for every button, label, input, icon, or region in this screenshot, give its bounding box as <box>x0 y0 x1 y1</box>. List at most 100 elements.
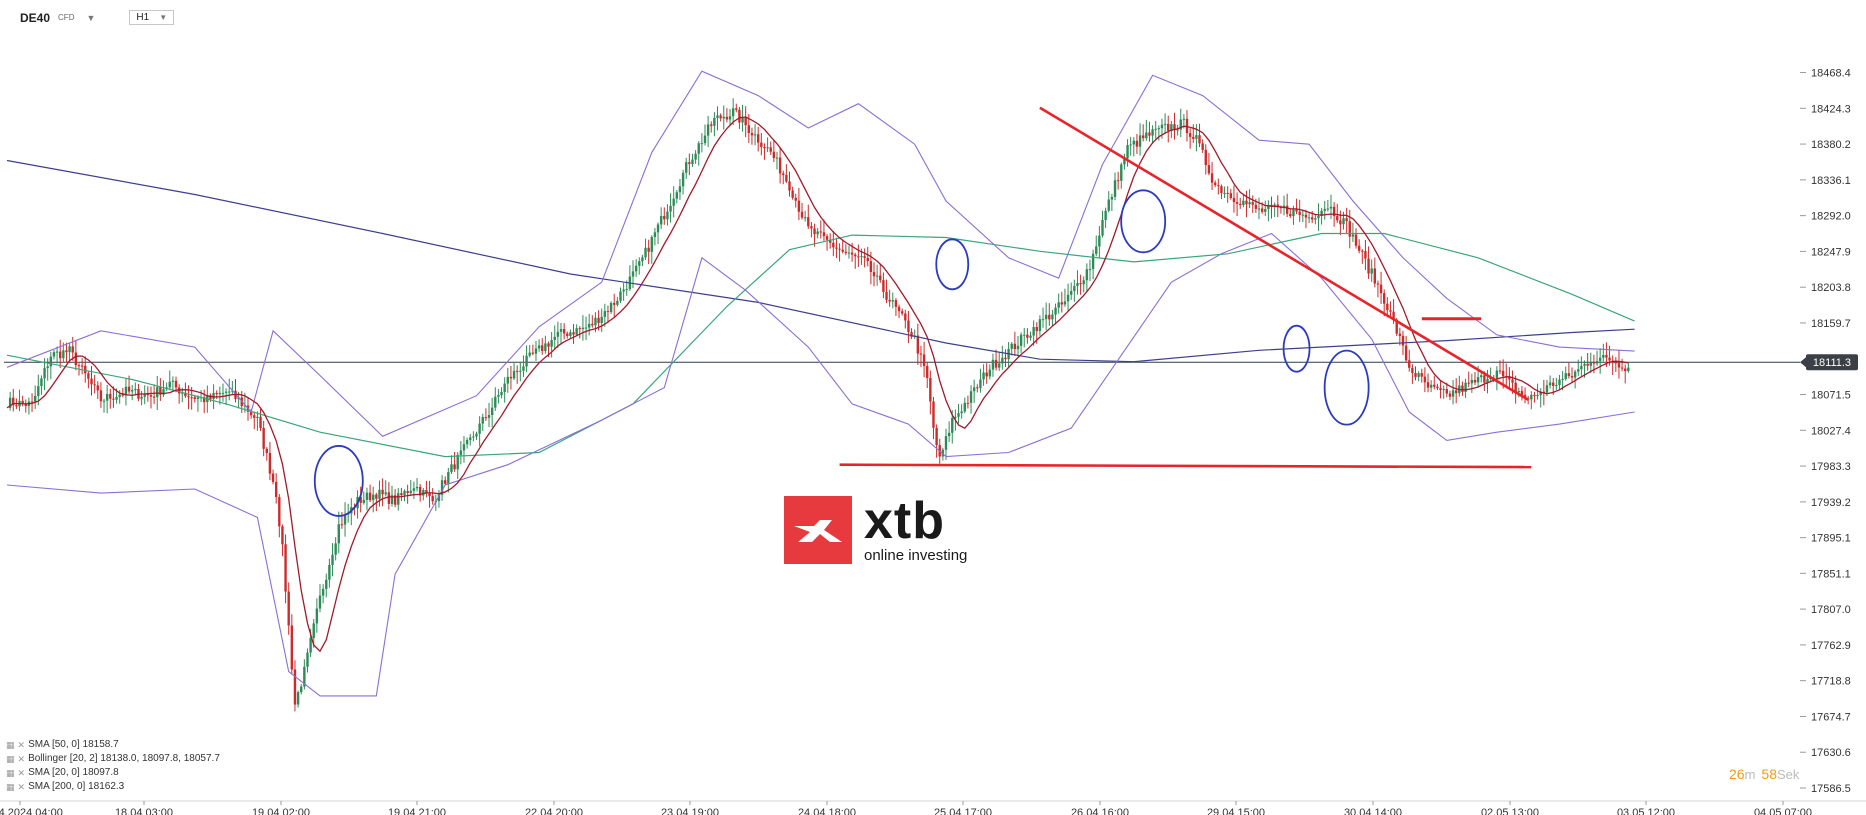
candle-bear[interactable] <box>738 109 741 123</box>
candle-bear[interactable] <box>1379 284 1383 294</box>
candle-bull[interactable] <box>728 116 732 120</box>
candle-bear[interactable] <box>1026 334 1029 338</box>
candle-bull[interactable] <box>328 564 331 580</box>
candle-bear[interactable] <box>976 387 979 389</box>
candle-bull[interactable] <box>1351 234 1355 237</box>
candle-bull[interactable] <box>656 224 660 233</box>
candle-bull[interactable] <box>544 343 547 351</box>
candle-bear[interactable] <box>444 480 447 484</box>
candle-bull[interactable] <box>105 393 109 401</box>
candle-bear[interactable] <box>744 117 747 126</box>
candle-bear[interactable] <box>1498 370 1502 372</box>
candle-bear[interactable] <box>1423 376 1427 383</box>
candle-bear[interactable] <box>907 320 910 333</box>
candle-bull[interactable] <box>243 405 247 407</box>
candle-bull[interactable] <box>143 394 146 397</box>
candle-bear[interactable] <box>844 251 848 254</box>
candle-bull[interactable] <box>325 579 328 589</box>
candle-bull[interactable] <box>1091 253 1095 270</box>
candle-bull[interactable] <box>622 289 625 292</box>
candle-bull[interactable] <box>697 143 700 154</box>
candle-bull[interactable] <box>1151 129 1154 136</box>
candle-bull[interactable] <box>716 115 719 118</box>
candle-bull[interactable] <box>422 490 425 496</box>
candle-bull[interactable] <box>706 124 710 136</box>
candle-bear[interactable] <box>184 392 187 397</box>
candle-bear[interactable] <box>1542 391 1546 393</box>
candle-bull[interactable] <box>1123 158 1126 165</box>
candle-bull[interactable] <box>334 543 337 555</box>
candle-bull[interactable] <box>519 370 522 372</box>
candle-bear[interactable] <box>1235 202 1239 204</box>
candle-bull[interactable] <box>672 198 675 206</box>
timeframe-selector[interactable]: H1 ▼ <box>129 10 175 25</box>
candle-bull[interactable] <box>998 363 1001 368</box>
candle-bear[interactable] <box>1511 379 1514 383</box>
candle-bull[interactable] <box>1301 214 1305 216</box>
candle-bull[interactable] <box>1129 144 1132 146</box>
candle-bear[interactable] <box>1188 133 1192 137</box>
candle-bull[interactable] <box>512 370 516 379</box>
candle-bull[interactable] <box>860 256 863 258</box>
candle-bear[interactable] <box>112 398 115 400</box>
candle-bear[interactable] <box>484 417 488 419</box>
candle-bear[interactable] <box>109 393 112 399</box>
candle-bear[interactable] <box>1364 251 1367 259</box>
candle-bear[interactable] <box>1279 207 1283 209</box>
candle-bear[interactable] <box>359 496 362 503</box>
candle-bear[interactable] <box>606 311 610 313</box>
candle-bull[interactable] <box>616 300 619 305</box>
candle-bear[interactable] <box>647 247 650 252</box>
candle-bear[interactable] <box>1373 268 1377 284</box>
candle-bull[interactable] <box>62 350 65 359</box>
candle-bear[interactable] <box>1461 385 1464 392</box>
candle-bull[interactable] <box>1182 118 1186 120</box>
candle-bull[interactable] <box>1054 307 1057 315</box>
candle-bull[interactable] <box>1044 314 1048 320</box>
candle-bear[interactable] <box>1232 198 1236 203</box>
candle-bull[interactable] <box>37 386 40 396</box>
candle-bull[interactable] <box>650 236 653 252</box>
candle-bull[interactable] <box>49 356 53 367</box>
candle-bull[interactable] <box>256 416 259 418</box>
candle-bull[interactable] <box>196 397 200 399</box>
candle-bear[interactable] <box>547 343 550 347</box>
candle-bear[interactable] <box>193 397 196 399</box>
candle-bull[interactable] <box>450 464 453 473</box>
candle-bull[interactable] <box>847 252 851 254</box>
candle-bull[interactable] <box>52 352 56 357</box>
candle-bull[interactable] <box>638 261 641 266</box>
candle-bull[interactable] <box>666 211 669 220</box>
candle-bull[interactable] <box>1095 246 1098 254</box>
candle-bull[interactable] <box>1098 235 1101 247</box>
candle-bear[interactable] <box>1467 382 1470 384</box>
candle-bear[interactable] <box>828 239 832 243</box>
candle-bear[interactable] <box>1004 357 1007 360</box>
candle-bull[interactable] <box>412 488 416 491</box>
candle-bull[interactable] <box>1001 357 1004 364</box>
candle-bull[interactable] <box>321 588 325 596</box>
candle-bear[interactable] <box>1220 186 1223 193</box>
candle-bear[interactable] <box>1533 394 1536 396</box>
candle-bear[interactable] <box>1173 124 1176 130</box>
candle-bear[interactable] <box>541 345 544 351</box>
candle-bear[interactable] <box>274 481 278 498</box>
candle-bear[interactable] <box>1383 293 1386 304</box>
candle-bear[interactable] <box>1592 362 1596 364</box>
candle-bear[interactable] <box>1614 362 1618 364</box>
candle-bull[interactable] <box>168 381 171 388</box>
candle-bear[interactable] <box>1204 149 1207 166</box>
candle-bear[interactable] <box>1501 370 1505 377</box>
candle-bear[interactable] <box>127 386 131 392</box>
candle-bear[interactable] <box>80 365 84 367</box>
candle-bear[interactable] <box>810 226 813 229</box>
candle-bear[interactable] <box>1345 218 1348 222</box>
candle-bull[interactable] <box>957 413 960 417</box>
candle-bear[interactable] <box>916 335 920 354</box>
candle-bull[interactable] <box>537 345 541 349</box>
candle-bull[interactable] <box>1495 370 1499 379</box>
candle-bull[interactable] <box>1326 208 1330 210</box>
candle-bull[interactable] <box>1627 367 1630 372</box>
candle-bear[interactable] <box>772 151 776 158</box>
candle-bull[interactable] <box>1176 129 1179 131</box>
